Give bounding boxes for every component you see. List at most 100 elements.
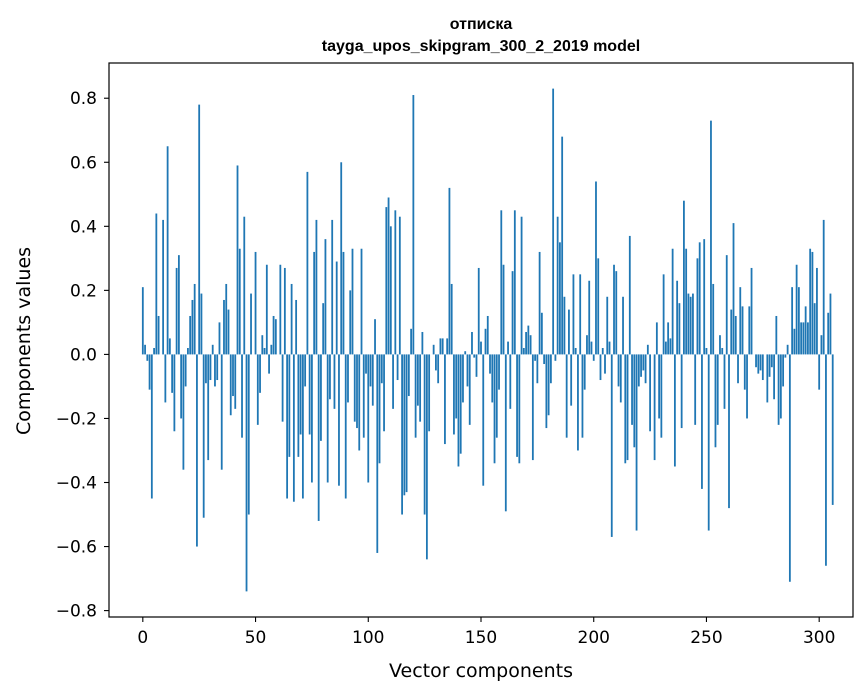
bar-255 <box>716 354 719 425</box>
bar-263 <box>734 315 737 355</box>
bar-242 <box>687 293 690 355</box>
bar-158 <box>498 354 500 390</box>
bar-69 <box>297 354 300 457</box>
bar-124 <box>421 331 424 355</box>
bar-23 <box>193 283 196 355</box>
bar-127 <box>428 354 431 432</box>
bar-153 <box>486 315 489 355</box>
bar-267 <box>743 354 746 390</box>
bar-83 <box>329 354 331 400</box>
x-tick-label: 250 <box>690 628 722 648</box>
bar-144 <box>466 354 469 387</box>
bar-96 <box>358 354 361 451</box>
bar-97 <box>360 248 363 355</box>
bar-20 <box>187 348 189 355</box>
bar-29 <box>207 354 210 461</box>
bar-12 <box>168 338 171 355</box>
bar-107 <box>383 354 385 432</box>
bar-207 <box>608 341 611 355</box>
y-tick-label: 0.4 <box>70 217 97 237</box>
bar-170 <box>525 331 527 355</box>
bar-213 <box>622 296 624 355</box>
y-tick-label: 0.2 <box>70 281 97 301</box>
y-tick-label: −0.6 <box>56 538 97 558</box>
bar-237 <box>676 280 679 355</box>
bar-80 <box>322 303 325 355</box>
bar-56 <box>268 354 270 374</box>
bar-81 <box>324 239 327 355</box>
bar-42 <box>236 165 239 355</box>
bar-series <box>141 88 834 592</box>
bar-25 <box>198 104 201 355</box>
bar-175 <box>536 354 539 384</box>
bar-164 <box>511 271 514 355</box>
bar-100 <box>367 354 370 483</box>
bar-159 <box>500 210 503 355</box>
bar-206 <box>606 296 609 355</box>
bar-106 <box>380 354 383 384</box>
x-tick-label: 0 <box>137 628 148 648</box>
bar-162 <box>507 341 509 355</box>
bar-230 <box>660 354 663 438</box>
bar-186 <box>561 136 564 355</box>
bar-220 <box>637 354 640 387</box>
bar-138 <box>453 354 455 435</box>
bar-247 <box>698 242 701 355</box>
bar-264 <box>737 354 739 384</box>
bar-251 <box>707 354 710 531</box>
bar-58 <box>272 315 275 355</box>
bar-209 <box>613 264 615 355</box>
bar-67 <box>292 354 295 502</box>
bar-9 <box>162 219 165 355</box>
bar-137 <box>450 283 453 355</box>
bar-160 <box>502 264 505 355</box>
y-tick-label: −0.4 <box>56 474 97 494</box>
bar-5 <box>153 348 155 355</box>
bar-184 <box>556 216 559 355</box>
bar-152 <box>484 328 487 355</box>
bar-204 <box>601 348 604 355</box>
bar-105 <box>378 354 381 464</box>
bar-272 <box>755 354 757 368</box>
bar-63 <box>283 267 286 355</box>
x-tick-label: 150 <box>465 628 497 648</box>
bar-245 <box>694 354 697 425</box>
bar-89 <box>342 251 345 355</box>
y-tick-label: 0.0 <box>70 345 97 365</box>
bar-71 <box>301 354 304 499</box>
bar-87 <box>338 354 340 486</box>
bar-214 <box>624 354 627 464</box>
bar-279 <box>770 354 773 368</box>
bar-211 <box>617 354 620 387</box>
bar-135 <box>446 338 449 355</box>
bar-217 <box>631 354 633 425</box>
y-tick-label: 0.8 <box>70 89 97 109</box>
bar-22 <box>191 299 194 355</box>
bar-1 <box>144 344 146 355</box>
bar-109 <box>387 197 390 355</box>
x-tick-label: 200 <box>578 628 610 648</box>
bar-48 <box>250 293 252 355</box>
bar-185 <box>559 242 561 355</box>
bar-149 <box>477 267 480 355</box>
bar-146 <box>471 331 473 355</box>
bar-194 <box>579 274 582 355</box>
bar-24 <box>196 354 198 547</box>
bar-145 <box>468 354 471 425</box>
bar-11 <box>166 146 169 355</box>
bar-286 <box>786 344 789 355</box>
bar-235 <box>671 248 674 355</box>
bar-136 <box>448 187 451 355</box>
bar-52 <box>259 354 261 393</box>
bar-202 <box>597 258 600 355</box>
bar-19 <box>184 354 187 387</box>
bar-221 <box>640 354 642 377</box>
bar-210 <box>615 271 618 355</box>
bar-193 <box>577 354 579 451</box>
bar-148 <box>475 354 478 377</box>
bar-163 <box>509 354 512 409</box>
bar-215 <box>626 354 629 461</box>
bar-274 <box>759 354 762 371</box>
bar-74 <box>308 354 311 435</box>
bar-98 <box>362 354 365 438</box>
